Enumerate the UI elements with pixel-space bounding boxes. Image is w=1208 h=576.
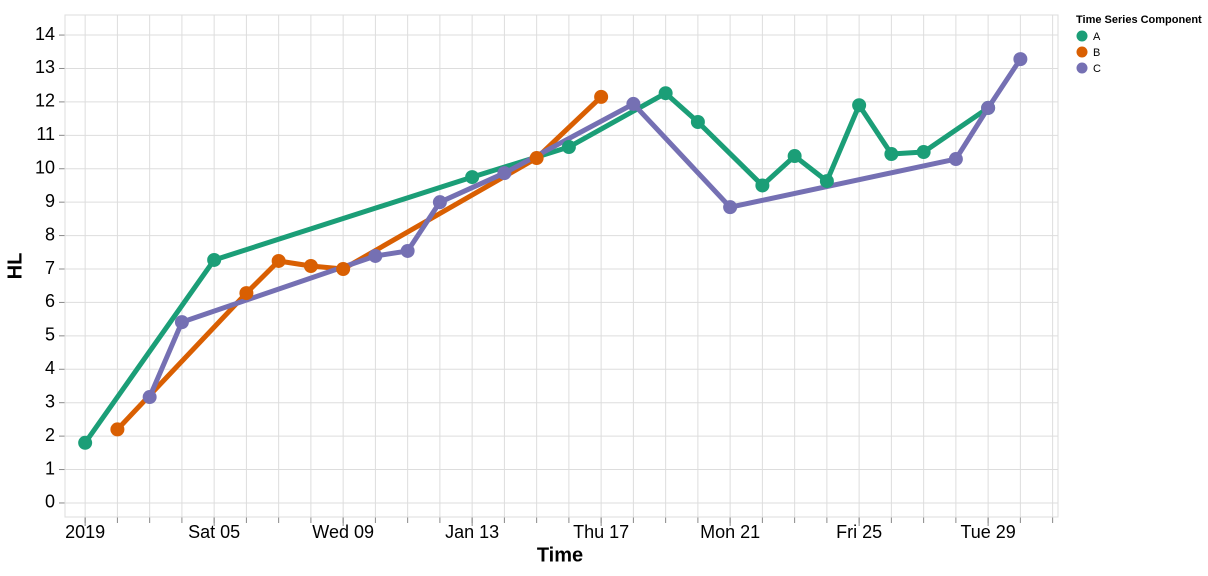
x-axis-title: Time — [537, 544, 583, 566]
legend-title: Time Series Component — [1076, 14, 1202, 26]
y-tick-label: 1 — [45, 458, 55, 478]
x-tick-label: Sat 05 — [188, 522, 240, 542]
legend-label: B — [1093, 47, 1100, 59]
data-point — [303, 259, 318, 273]
data-point — [336, 262, 351, 277]
data-point — [884, 147, 899, 162]
y-tick-label: 12 — [35, 91, 55, 111]
data-point — [465, 170, 480, 185]
y-tick-label: 10 — [35, 157, 55, 177]
y-tick-label: 7 — [45, 258, 55, 278]
data-point — [819, 174, 834, 189]
x-tick-label: 2019 — [65, 522, 105, 542]
data-point — [207, 252, 222, 267]
x-tick-label: Jan 13 — [445, 522, 499, 542]
data-point — [594, 89, 609, 104]
x-tick-label: Wed 09 — [312, 522, 374, 542]
plot-frame — [64, 14, 1059, 518]
legend-label: C — [1093, 63, 1101, 75]
data-point — [787, 149, 802, 164]
y-tick-label: 9 — [45, 191, 55, 211]
data-point — [239, 286, 254, 301]
y-tick-label: 14 — [35, 24, 55, 44]
data-point — [948, 152, 963, 167]
data-point — [110, 422, 125, 437]
y-axis-title: HL — [4, 253, 26, 280]
data-point — [852, 98, 867, 113]
x-tick-label: Thu 17 — [573, 522, 629, 542]
data-point — [658, 86, 673, 101]
data-point — [497, 166, 512, 181]
y-tick-label: 11 — [36, 124, 55, 144]
data-point — [561, 140, 576, 155]
x-tick-label: Fri 25 — [836, 522, 882, 542]
data-point — [368, 248, 383, 263]
data-point — [271, 253, 286, 268]
legend-swatch — [1076, 46, 1088, 58]
y-tick-label: 3 — [45, 391, 55, 411]
data-point — [529, 151, 544, 166]
data-point — [690, 114, 705, 129]
y-tick-label: 2 — [45, 425, 55, 445]
legend-swatch — [1076, 62, 1088, 74]
data-point — [626, 96, 641, 111]
data-point — [755, 178, 770, 193]
data-point — [400, 243, 415, 258]
data-point — [981, 100, 996, 115]
data-point — [142, 390, 157, 405]
data-point — [723, 200, 738, 215]
legend-swatch — [1076, 30, 1088, 42]
x-tick-label: Tue 29 — [960, 522, 1015, 542]
y-tick-label: 6 — [45, 291, 55, 311]
y-tick-label: 4 — [45, 358, 55, 378]
legend-label: A — [1093, 31, 1101, 43]
y-tick-label: 13 — [35, 57, 55, 77]
data-point — [174, 315, 189, 330]
x-tick-label: Mon 21 — [700, 522, 760, 542]
data-point — [78, 435, 93, 450]
y-tick-label: 5 — [45, 325, 55, 345]
y-tick-label: 8 — [45, 224, 55, 244]
y-tick-label: 0 — [45, 492, 55, 512]
data-point — [1013, 52, 1028, 67]
data-point — [916, 145, 931, 160]
data-point — [432, 195, 447, 210]
